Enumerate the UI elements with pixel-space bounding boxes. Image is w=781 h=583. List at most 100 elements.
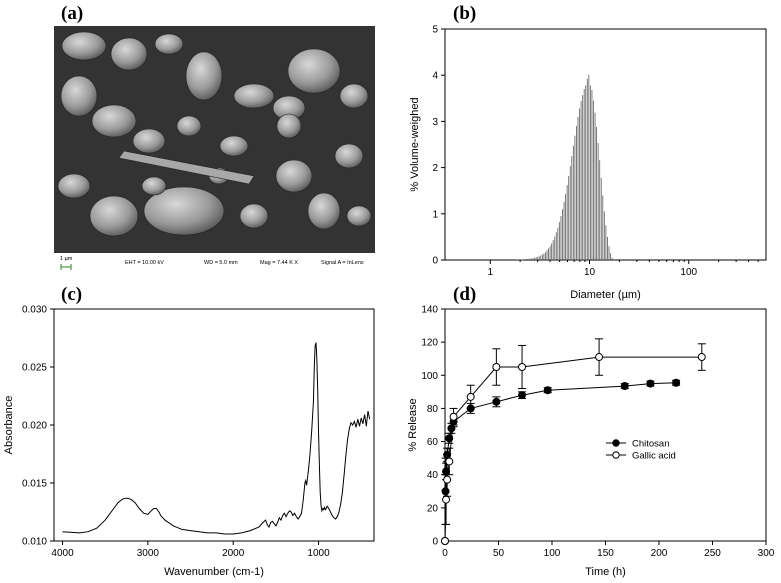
series-chitosan-point bbox=[518, 391, 527, 400]
chart-b-bar bbox=[557, 227, 559, 260]
chart-b-bar bbox=[597, 143, 599, 260]
legend-chitosan-marker bbox=[612, 439, 620, 447]
chart-b-bar bbox=[546, 250, 548, 260]
chart-b-ytick-label: 5 bbox=[432, 25, 438, 36]
sem-info-bar: 1 µm EHT = 10.00 kV WD = 5.0 mm Mag = 7.… bbox=[54, 253, 375, 273]
chart-d-xtick-label: 250 bbox=[704, 548, 721, 559]
chart-d-ytick-label: 140 bbox=[421, 305, 438, 316]
series-gallic-acid-point bbox=[518, 363, 527, 371]
chart-d-ylabel: % Release bbox=[407, 398, 419, 451]
series-chitosan-point bbox=[543, 386, 552, 395]
chart-b-bar bbox=[605, 225, 607, 260]
chart-d-plot-frame bbox=[444, 308, 767, 542]
chart-c-xtick-label: 1000 bbox=[307, 548, 330, 559]
series-chitosan-point bbox=[620, 382, 629, 391]
chart-c-ytick-label: 0.030 bbox=[22, 305, 47, 316]
series-chitosan-point bbox=[492, 397, 501, 406]
chart-b-bar bbox=[541, 254, 543, 260]
chart-d-xtick-label: 200 bbox=[651, 548, 668, 559]
chart-b-bar bbox=[534, 257, 536, 260]
chart-c-xlabel: Wavenumber (cm-1) bbox=[164, 566, 264, 578]
series-gallic-acid-point bbox=[595, 353, 604, 362]
chart-b-bar bbox=[603, 211, 605, 260]
sem-signal: Signal A = InLens bbox=[321, 260, 364, 266]
chart-b-bar bbox=[548, 248, 549, 260]
chart-b-bar bbox=[568, 175, 570, 260]
chart-c-ytick-label: 0.015 bbox=[22, 479, 47, 490]
chart-b-bar bbox=[596, 126, 598, 260]
series-gallic-acid-point bbox=[449, 412, 458, 421]
chart-b-bar bbox=[531, 258, 532, 260]
chart-d-ytick-label: 80 bbox=[427, 404, 439, 415]
chart-b-bar bbox=[565, 193, 567, 260]
chart-b-ylabel: % Volume-weighed bbox=[409, 97, 421, 191]
panel-label-b: (b) bbox=[453, 3, 477, 24]
chart-d-ytick-label: 100 bbox=[421, 371, 438, 382]
chart-b-bar bbox=[552, 240, 554, 260]
chart-d-xtick-label: 100 bbox=[544, 548, 561, 559]
chart-b-size-distribution: 0 1 2 3 4 5 1 10 100 Diameter (µm) % Volume-weighe… bbox=[409, 25, 767, 301]
chart-b-bar bbox=[540, 255, 542, 260]
sem-mag: Mag = 7.44 K X bbox=[260, 260, 299, 266]
chart-b-bar bbox=[532, 258, 534, 260]
chart-d-xtick-label: 0 bbox=[442, 548, 448, 559]
chart-b-bar bbox=[549, 246, 551, 260]
chart-c-ytick-label: 0.010 bbox=[22, 537, 47, 548]
chart-b-bar bbox=[591, 89, 593, 260]
chart-d-ytick-label: 20 bbox=[427, 503, 439, 514]
chart-b-bar bbox=[529, 258, 531, 260]
chart-b-bar bbox=[558, 222, 560, 260]
chart-c-xtick-label: 3000 bbox=[137, 548, 160, 559]
chart-d-xtick-label: 50 bbox=[493, 548, 505, 559]
chart-b-bar bbox=[593, 100, 594, 260]
chart-b-bar bbox=[583, 89, 585, 260]
chart-b-bar bbox=[566, 185, 568, 260]
chart-b-bar bbox=[599, 160, 601, 260]
chart-d-ytick-label: 60 bbox=[427, 437, 439, 448]
chart-b-ytick-label: 4 bbox=[432, 71, 438, 82]
chart-b-bar bbox=[579, 108, 580, 261]
chart-b-bar bbox=[600, 177, 602, 260]
scale-bar-icon bbox=[60, 264, 72, 270]
chart-b-ytick-label: 0 bbox=[432, 256, 438, 267]
chart-b-ytick-label: 1 bbox=[432, 209, 438, 220]
chart-c-xtick-label: 4000 bbox=[51, 548, 74, 559]
chart-c-ftir-spectrum: 0.010 0.015 0.020 0.025 0.030 4000 3000 2000 100… bbox=[3, 305, 375, 578]
chart-b-bar bbox=[589, 85, 591, 260]
panel-label-d: (d) bbox=[453, 284, 477, 305]
chart-d-xlabel: Time (h) bbox=[585, 566, 626, 578]
chart-b-bar bbox=[602, 195, 604, 260]
chart-b-bar bbox=[538, 256, 540, 260]
series-gallic-acid-point bbox=[442, 495, 451, 504]
legend-gallic-acid-marker bbox=[612, 451, 620, 459]
chart-c-xtick-label: 2000 bbox=[222, 548, 245, 559]
chart-b-bar bbox=[571, 156, 573, 260]
chart-b-bar bbox=[563, 201, 565, 260]
chart-b-bar bbox=[574, 135, 576, 260]
chart-d-ytick-label: 0 bbox=[432, 537, 438, 548]
chart-b-bar bbox=[580, 101, 582, 261]
legend-gallic-acid-label: Gallic acid bbox=[632, 451, 676, 462]
panel-label-c: (c) bbox=[61, 284, 83, 305]
panel-label-a: (a) bbox=[61, 3, 84, 24]
series-gallic-acid-point bbox=[466, 392, 475, 401]
chart-b-bar bbox=[586, 78, 588, 260]
series-gallic-acid-point bbox=[441, 537, 449, 545]
chart-b-bar bbox=[610, 253, 611, 260]
chart-c-ylabel: Absorbance bbox=[3, 396, 15, 455]
chart-b-bar bbox=[577, 116, 579, 260]
chart-b-bar bbox=[588, 74, 590, 260]
chart-d-ytick-label: 120 bbox=[421, 338, 438, 349]
series-chitosan-point bbox=[441, 487, 450, 496]
series-gallic-acid-line bbox=[444, 356, 702, 542]
chart-d-xtick-label: 300 bbox=[758, 548, 775, 559]
chart-b-bar bbox=[607, 236, 608, 260]
chart-b-ytick-label: 3 bbox=[432, 117, 438, 128]
chart-d-xtick-label: 150 bbox=[597, 548, 614, 559]
legend-chitosan-label: Chitosan bbox=[632, 439, 670, 450]
chart-b-bar bbox=[551, 243, 553, 260]
chart-b-bar bbox=[569, 166, 571, 260]
series-chitosan-point bbox=[646, 379, 655, 388]
chart-b-bar bbox=[611, 257, 613, 260]
